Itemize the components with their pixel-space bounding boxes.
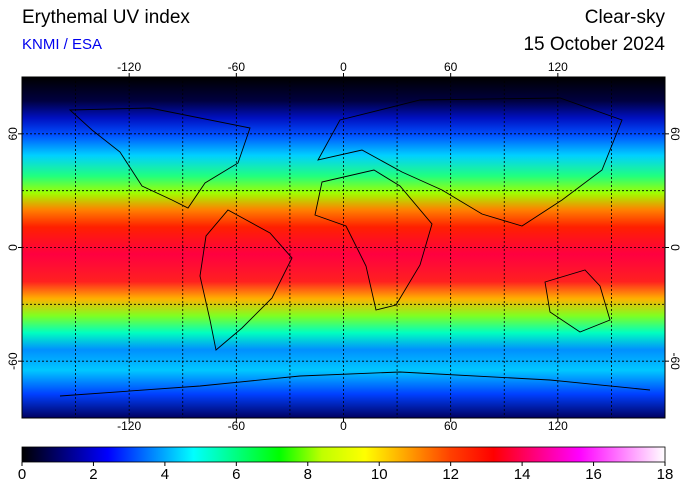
- colorbar-label: 18: [657, 466, 674, 483]
- source: KNMI / ESA: [22, 36, 102, 53]
- colorbar-label: 16: [585, 466, 602, 483]
- colorbar-label: 2: [89, 466, 97, 483]
- colorbar-label: 0: [18, 466, 26, 483]
- colorbar-label: 12: [442, 466, 459, 483]
- colorbar-label: 4: [161, 466, 169, 483]
- y-tick-label: -60: [668, 352, 682, 370]
- y-tick-label: 0: [6, 244, 20, 251]
- y-tick-label: -60: [6, 352, 20, 370]
- y-tick-label: 0: [668, 244, 682, 251]
- y-tick-label: 60: [6, 127, 20, 141]
- title: Erythemal UV index: [22, 7, 190, 28]
- x-tick-label: 0: [340, 419, 347, 433]
- colorbar-label: 10: [371, 466, 388, 483]
- coastlines: [59, 97, 651, 397]
- x-tick-label: -120: [117, 60, 141, 74]
- x-tick-label: 120: [548, 419, 568, 433]
- date: 15 October 2024: [523, 34, 665, 55]
- x-tick-label: -60: [228, 419, 246, 433]
- y-tick-label: 60: [668, 127, 682, 141]
- x-tick-label: 60: [444, 60, 458, 74]
- colorbar-label: 14: [514, 466, 531, 483]
- x-tick-label: -120: [117, 419, 141, 433]
- mode: Clear-sky: [585, 7, 666, 28]
- colorbar-label: 8: [304, 466, 312, 483]
- x-tick-label: 120: [548, 60, 568, 74]
- colorbar-label: 6: [232, 466, 240, 483]
- x-tick-label: 0: [340, 60, 347, 74]
- x-tick-label: -60: [228, 60, 246, 74]
- colorbar: [21, 446, 666, 463]
- x-tick-label: 60: [444, 419, 458, 433]
